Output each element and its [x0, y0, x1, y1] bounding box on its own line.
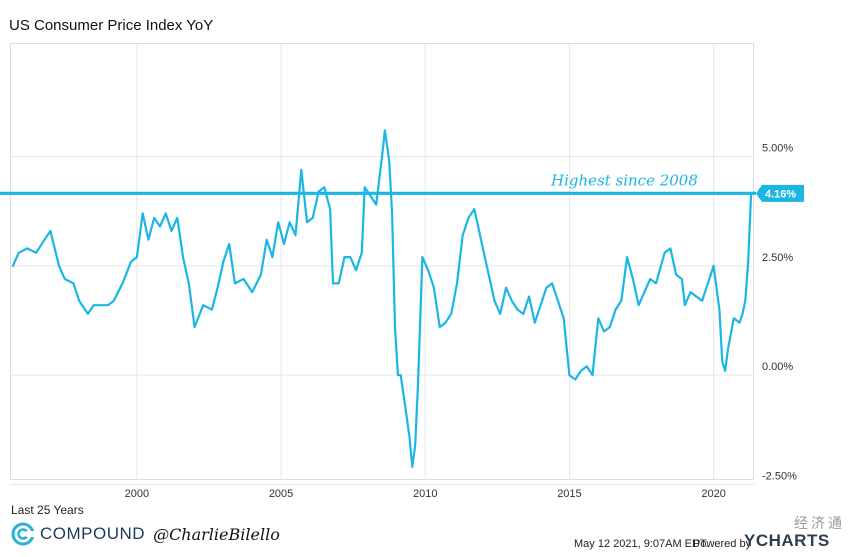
y-tick-label: 0.00%: [762, 361, 793, 373]
chart-title: US Consumer Price Index YoY: [9, 17, 214, 34]
badge-shape: [756, 184, 804, 202]
timestamp: May 12 2021, 9:07AM EDT.: [574, 538, 709, 550]
powered-by-label: Powered by: [693, 538, 752, 550]
compound-logo-icon: [11, 522, 35, 546]
x-tick-label: 2010: [413, 488, 437, 500]
y-tick-label: -2.50%: [762, 470, 797, 482]
y-tick-label: 5.00%: [762, 143, 793, 155]
plot-frame: [10, 43, 754, 480]
x-tick-label: 2015: [557, 488, 581, 500]
brand-handle: @CharlieBilello: [153, 524, 280, 544]
brand-name: COMPOUND: [40, 524, 146, 543]
cpi-yoy-series-line: [11, 129, 753, 468]
x-tick-label: 2000: [125, 488, 149, 500]
watermark: 经济通: [794, 515, 845, 531]
x-tick-label: 2005: [269, 488, 293, 500]
ycharts-logo[interactable]: YCHARTS: [744, 531, 830, 550]
y-tick-label: 2.50%: [762, 252, 793, 264]
brand: COMPOUND @CharlieBilello: [11, 521, 280, 547]
last-value-badge: 4.16%: [756, 184, 804, 202]
badge-label: 4.16%: [765, 188, 796, 200]
range-label[interactable]: Last 25 Years: [11, 503, 84, 517]
reference-annotation: Highest since 2008: [550, 171, 698, 189]
x-tick-label: 2020: [701, 488, 725, 500]
